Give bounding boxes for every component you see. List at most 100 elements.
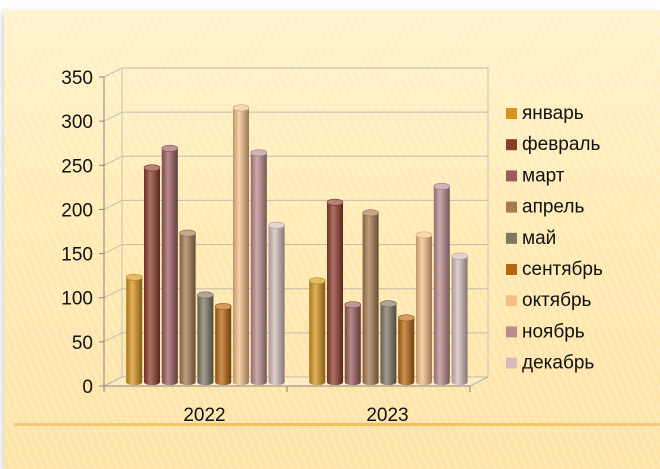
legend-swatch: [506, 139, 517, 151]
bar-top: [214, 302, 232, 310]
gridline-depth: [103, 376, 123, 387]
bar-body: [268, 225, 285, 386]
bar-body: [144, 167, 160, 386]
bar-2023-8: [451, 252, 468, 386]
bar-2022-3: [179, 229, 196, 386]
bar-2022-8: [268, 221, 285, 386]
bar-top: [326, 198, 344, 206]
legend-item: октябрь: [506, 290, 592, 311]
legend-item: январь: [506, 103, 584, 124]
bar-2022-6: [232, 104, 250, 386]
axis-layer: 0 50 100 150 200 250 300 350 2022 2023: [61, 68, 471, 426]
legend-label: ноябрь: [522, 321, 585, 342]
legend-label: апрель: [522, 197, 584, 218]
legend-label: декабрь: [522, 353, 594, 374]
legend-swatch: [506, 170, 517, 182]
x-category-label: 2023: [366, 405, 408, 426]
legend-swatch: [506, 264, 517, 275]
bar-body: [250, 152, 267, 386]
bar-2023-1: [326, 198, 344, 386]
bar-top: [250, 149, 268, 157]
bar-2022-1: [143, 164, 161, 386]
footer-divider: [14, 423, 660, 426]
bar-2023-6: [415, 231, 433, 386]
bar-top: [232, 104, 250, 112]
bar-body: [161, 148, 178, 386]
bar-body: [451, 256, 468, 386]
bar-2022-0: [125, 273, 143, 386]
legend-label: март: [522, 165, 565, 186]
gridline-depth: [103, 244, 123, 255]
legend-item: февраль: [506, 134, 601, 155]
bar-2022-5: [214, 302, 232, 386]
bar-top: [143, 164, 161, 172]
legend-label: май: [522, 228, 556, 249]
legend-item: декабрь: [506, 353, 594, 374]
bar-body: [416, 234, 432, 386]
bar-body: [197, 294, 214, 386]
bar-2022-7: [250, 149, 268, 386]
bar-body: [362, 212, 379, 386]
bar-top: [397, 314, 415, 322]
bar-body: [327, 202, 343, 386]
legend-item: апрель: [506, 197, 584, 218]
bar-2023-4: [380, 300, 397, 386]
legend-item: сентябрь: [506, 259, 603, 280]
bar-2023-2: [344, 301, 362, 386]
gridline-depth: [103, 111, 123, 122]
bar-body: [398, 317, 415, 386]
legend-label: февраль: [522, 134, 601, 155]
bar-top: [125, 273, 143, 281]
bar-top: [362, 209, 379, 217]
bar-top: [344, 301, 362, 309]
bar-top: [451, 252, 468, 260]
legend-swatch: [506, 295, 517, 307]
bar-body: [233, 107, 249, 386]
bars-layer: [125, 104, 468, 386]
bar-body: [433, 186, 450, 386]
bar-body: [179, 233, 196, 386]
legend-item: май: [506, 228, 556, 249]
legend-label: январь: [522, 103, 584, 124]
y-tick-label: 350: [61, 68, 93, 89]
bar-top: [380, 300, 397, 308]
bar-body: [215, 306, 232, 386]
bar-top: [268, 221, 285, 229]
legend-item: март: [506, 165, 565, 186]
legend-swatch: [506, 201, 517, 213]
bar-top: [308, 277, 326, 285]
bar-top: [415, 231, 433, 239]
x-category-label: 2022: [183, 405, 225, 426]
legend-label: октябрь: [522, 290, 592, 311]
gridline-depth: [103, 199, 123, 210]
bar-2022-4: [197, 291, 214, 386]
bar-body: [344, 304, 361, 386]
bar-top: [161, 144, 179, 152]
bar-top: [179, 229, 196, 237]
bar-top: [197, 291, 214, 299]
legend-swatch: [506, 326, 517, 338]
y-tick-label: 50: [72, 333, 93, 354]
legend-item: ноябрь: [506, 321, 585, 342]
y-tick-label: 0: [82, 377, 93, 398]
legend-swatch: [506, 108, 517, 119]
legend-label: сентябрь: [522, 259, 603, 280]
y-tick-label: 300: [61, 112, 93, 133]
bar-2023-7: [433, 182, 451, 386]
bar-2022-2: [161, 144, 179, 386]
y-tick-label: 200: [61, 200, 93, 221]
legend-swatch: [506, 232, 517, 244]
gridline-depth: [103, 332, 123, 343]
bar-top: [433, 182, 451, 190]
y-tick-label: 150: [61, 245, 93, 266]
gridline-depth: [103, 67, 123, 78]
y-tick-label: 250: [61, 156, 93, 177]
bar-2023-3: [362, 209, 379, 386]
bar-body: [380, 303, 397, 386]
bar-2023-5: [397, 314, 415, 386]
bar-body: [309, 280, 326, 386]
gridline-depth: [103, 155, 123, 166]
legend: январь февраль март апрель май сентябрь октябр…: [506, 103, 603, 374]
y-tick-label: 100: [61, 289, 93, 310]
